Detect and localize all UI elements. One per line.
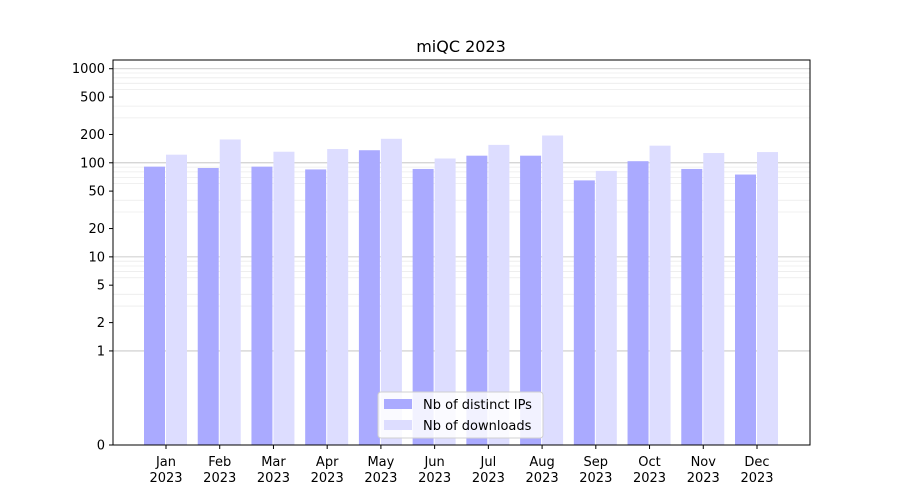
x-tick-label-month: Aug <box>529 455 554 470</box>
bar-downloads <box>273 151 295 445</box>
x-tick-label-month: Nov <box>691 455 717 470</box>
y-tick-label: 200 <box>80 128 105 143</box>
y-axis: 0 1 2 5 10 20 50 100 200 500 1000 <box>72 62 113 454</box>
bar-distinct-ips <box>735 174 756 445</box>
y-tick-label: 2 <box>97 316 105 331</box>
bar-distinct-ips <box>466 155 488 445</box>
x-tick-label-year: 2023 <box>740 471 773 486</box>
x-tick-label-month: May <box>367 455 394 470</box>
y-tick-label: 100 <box>80 156 105 171</box>
plot-frame <box>112 59 811 446</box>
legend-swatch <box>384 399 412 409</box>
x-tick-label-month: Dec <box>744 455 769 470</box>
y-tick-label: 500 <box>80 91 105 106</box>
bar-distinct-ips <box>627 161 649 445</box>
y-tick-label: 10 <box>88 250 105 265</box>
chart-title: miQC 2023 <box>416 37 506 56</box>
y-tick-label: 20 <box>88 222 105 237</box>
bar-downloads <box>542 135 564 445</box>
x-tick-label-year: 2023 <box>311 471 344 486</box>
x-tick-label-month: Feb <box>208 455 231 470</box>
bar-downloads <box>488 144 510 445</box>
y-tick-label: 1000 <box>72 62 105 77</box>
bar-downloads <box>595 170 617 445</box>
y-tick-label: 5 <box>97 279 105 294</box>
bar-distinct-ips <box>520 155 542 445</box>
x-tick-label-month: Apr <box>316 455 339 470</box>
x-tick-label-year: 2023 <box>364 471 397 486</box>
bar-downloads <box>434 158 456 446</box>
bar-distinct-ips <box>251 166 273 445</box>
bar-distinct-ips <box>573 180 595 446</box>
bar-distinct-ips <box>144 166 165 445</box>
bar-downloads <box>219 139 241 445</box>
legend-box <box>377 391 544 439</box>
x-tick-label-month: Mar <box>261 455 286 470</box>
bar-distinct-ips <box>305 169 327 446</box>
bars <box>144 135 778 446</box>
legend-label: Nb of distinct IPs <box>423 398 532 413</box>
x-tick-label-year: 2023 <box>579 471 612 486</box>
bar-distinct-ips <box>681 168 703 445</box>
legend-label: Nb of downloads <box>423 419 532 434</box>
y-tick-label: 0 <box>97 439 105 454</box>
x-tick-label-year: 2023 <box>257 471 290 486</box>
x-tick-label-year: 2023 <box>418 471 451 486</box>
x-tick-label-month: Oct <box>638 455 660 470</box>
x-tick-label-year: 2023 <box>149 471 182 486</box>
bar-downloads <box>703 153 725 445</box>
x-tick-label-month: Jul <box>480 455 497 470</box>
bar-downloads <box>649 145 671 446</box>
bar-distinct-ips <box>412 168 434 445</box>
legend: Nb of distinct IPs Nb of downloads <box>377 391 544 439</box>
bar-distinct-ips <box>358 150 380 445</box>
bar-downloads <box>166 154 187 446</box>
legend-swatch <box>384 420 412 430</box>
bar-downloads <box>327 149 349 445</box>
y-tick-label: 50 <box>88 185 105 200</box>
x-axis: Jan2023Feb2023Mar2023Apr2023May2023Jun20… <box>149 445 774 486</box>
x-tick-label-month: Jan <box>155 455 176 470</box>
bar-downloads <box>757 152 778 446</box>
y-tick-label: 1 <box>97 344 105 359</box>
x-tick-label-month: Jun <box>423 455 444 470</box>
bar-downloads <box>380 138 402 445</box>
x-tick-label-year: 2023 <box>687 471 720 486</box>
x-tick-label-year: 2023 <box>526 471 559 486</box>
bar-distinct-ips <box>197 168 219 446</box>
x-tick-label-year: 2023 <box>633 471 666 486</box>
x-tick-label-year: 2023 <box>472 471 505 486</box>
x-tick-label-month: Sep <box>584 455 609 470</box>
x-tick-label-year: 2023 <box>203 471 236 486</box>
